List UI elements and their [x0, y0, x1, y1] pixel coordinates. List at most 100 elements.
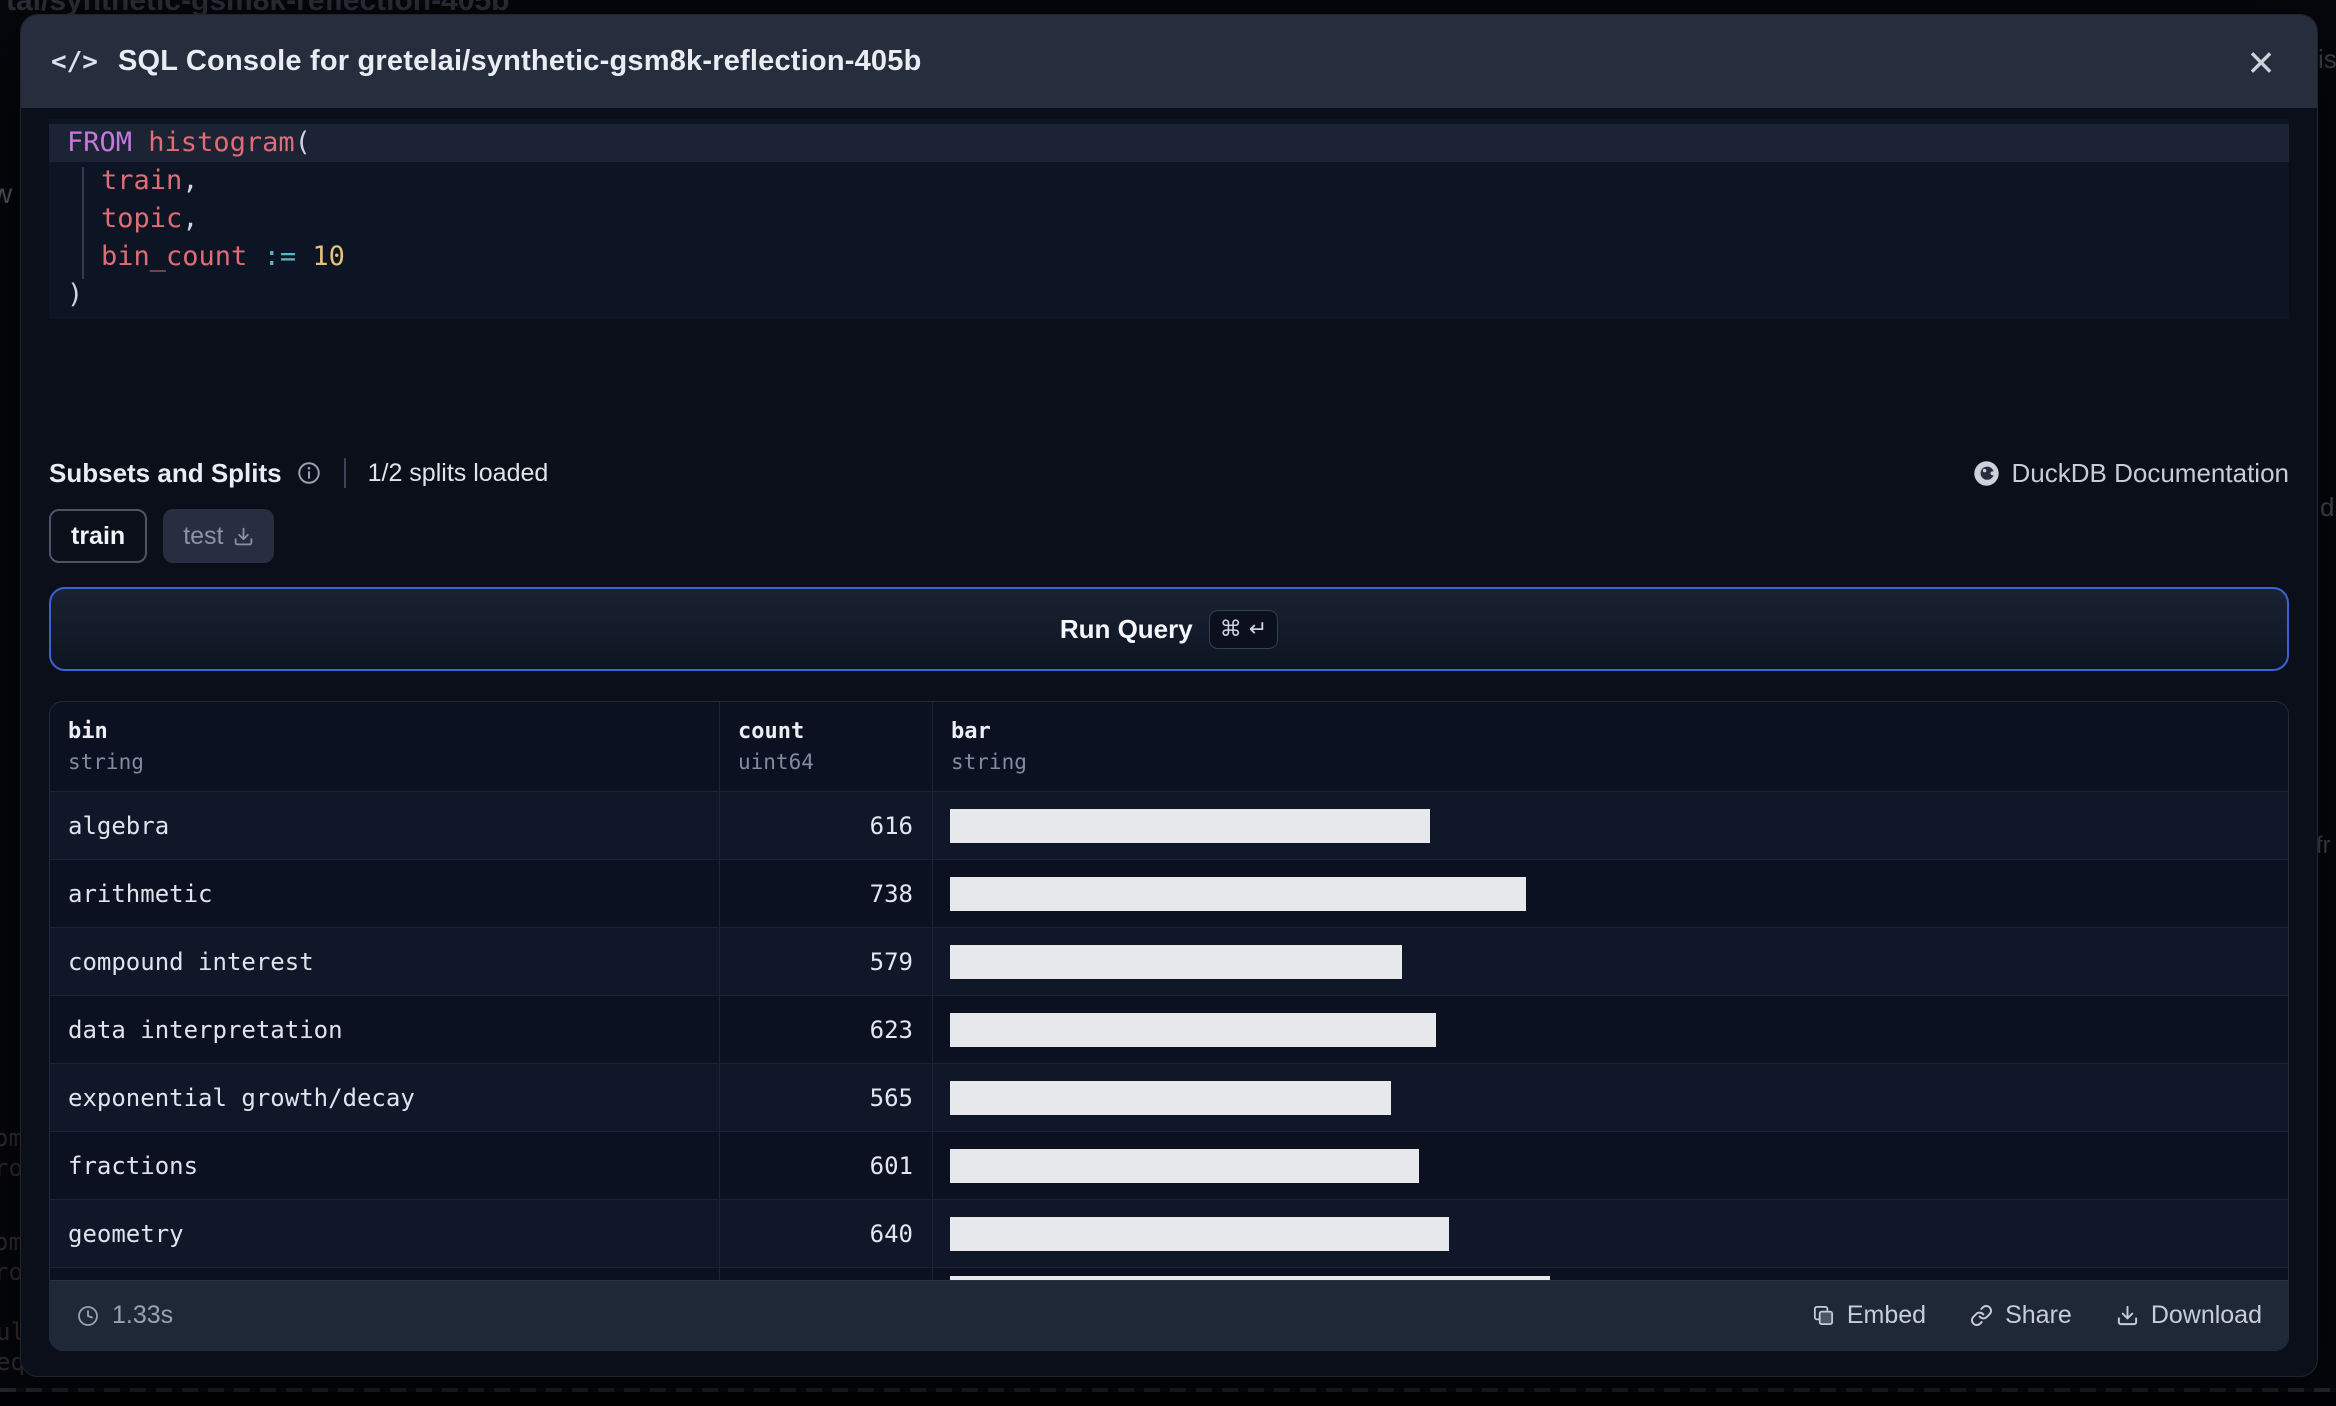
query-duration: 1.33s [76, 1301, 173, 1330]
code-token: ) [67, 279, 84, 310]
table-body[interactable]: algebra 616 arithmetic 738 compound interest… [50, 792, 2288, 1282]
cell-count: 616 [720, 792, 933, 859]
query-results-panel: bin string count uint64 bar string algebra 616… [49, 701, 2289, 1351]
download-label: Download [2150, 1301, 2262, 1329]
backdrop-dashed-line [0, 1388, 2336, 1392]
split-button-train[interactable]: train [49, 509, 148, 563]
table-row: algebra 616 [50, 792, 2288, 860]
embed-button[interactable]: Embed [1812, 1301, 1926, 1330]
histogram-bar [950, 808, 1430, 843]
table-row: fractions 601 [50, 1132, 2288, 1200]
cell-bar [933, 792, 2288, 859]
histogram-bar [950, 944, 1402, 979]
backdrop-text-fragment: d [2320, 492, 2335, 522]
download-icon [2116, 1304, 2139, 1327]
split-test-label: test [183, 521, 224, 550]
download-button[interactable]: Download [2116, 1301, 2262, 1330]
code-lines: FROM histogram(train, topic, bin_count := … [49, 124, 2289, 314]
cell-count: 623 [720, 996, 933, 1063]
cell-bin: data interpretation [50, 996, 720, 1063]
run-query-button[interactable]: Run Query ⌘ ↵ [49, 587, 2289, 671]
table-row: geometry 640 [50, 1200, 2288, 1268]
duckdb-documentation-link[interactable]: DuckDB Documentation [1973, 458, 2289, 489]
modal-header: </> SQL Console for gretelai/synthetic-g… [21, 15, 2317, 108]
footer-actions: Embed Share [1812, 1301, 2262, 1330]
code-token: bin_count [101, 241, 248, 272]
code-token: ( [294, 127, 311, 158]
backdrop-text-fragment: ro [0, 1258, 23, 1286]
backdrop-text-fragment: w [0, 178, 13, 209]
embed-icon [1812, 1304, 1835, 1327]
column-header-count: count uint64 [720, 702, 933, 791]
cmd-enter-shortcut-badge: ⌘ ↵ [1208, 609, 1279, 649]
cell-bin: fractions [50, 1132, 720, 1199]
cell-count: 640 [720, 1200, 933, 1267]
backdrop-text-fragment: tai/synthetic-gsm8k-reflection-405b [6, 0, 510, 17]
cell-bar [933, 1268, 2288, 1281]
cell-bin: algebra [50, 792, 720, 859]
table-row: arithmetic 738 [50, 860, 2288, 928]
column-header-bin: bin string [50, 702, 720, 791]
histogram-bar [950, 1216, 1449, 1251]
column-type: string [68, 750, 144, 774]
cell-count: 601 [720, 1132, 933, 1199]
column-name: bin [68, 719, 108, 744]
column-type: uint64 [738, 750, 814, 774]
info-icon[interactable] [296, 460, 322, 486]
column-name: bar [951, 719, 991, 744]
table-row: data interpretation 623 [50, 996, 2288, 1064]
column-name: count [738, 719, 805, 744]
cell-bin: compound interest [50, 928, 720, 995]
splits-loaded-status: 1/2 splits loaded [367, 458, 549, 487]
code-token: train [101, 165, 183, 196]
split-button-test[interactable]: test [163, 509, 275, 563]
code-token: , [182, 203, 199, 234]
cell-bin: arithmetic [50, 860, 720, 927]
code-line[interactable]: ) [49, 276, 2289, 314]
code-line[interactable]: train, [49, 162, 2289, 200]
run-query-label: Run Query [1059, 613, 1193, 644]
embed-label: Embed [1846, 1301, 1927, 1329]
sql-editor[interactable]: FROM histogram(train, topic, bin_count := … [49, 119, 2289, 319]
download-icon [233, 526, 254, 547]
cell-count: 738 [720, 860, 933, 927]
code-token [296, 241, 312, 272]
backdrop-text-fragment: ro [0, 1154, 23, 1182]
code-line[interactable]: bin_count := 10 [49, 238, 2289, 276]
backdrop-bottom-strip [0, 1392, 2336, 1406]
share-button[interactable]: Share [1970, 1301, 2072, 1330]
clock-icon [76, 1304, 100, 1328]
close-button[interactable]: × [2235, 36, 2287, 88]
cell-count: 579 [720, 928, 933, 995]
histogram-bar [950, 1148, 1419, 1183]
splits-title: Subsets and Splits [49, 457, 282, 488]
code-icon: </> [51, 46, 98, 77]
code-token: topic [101, 203, 183, 234]
duckdb-logo-icon [1973, 460, 2000, 487]
code-token [247, 241, 263, 272]
code-line[interactable]: topic, [49, 200, 2289, 238]
column-type: string [951, 750, 1027, 774]
split-train-label: train [71, 521, 126, 550]
cell-bar [933, 928, 2288, 995]
sql-console-modal: </> SQL Console for gretelai/synthetic-g… [20, 14, 2318, 1377]
indent-guide [82, 167, 84, 279]
code-token [132, 127, 148, 158]
close-icon: × [2247, 35, 2275, 88]
cell-bar [933, 996, 2288, 1063]
vertical-divider [343, 458, 346, 488]
code-token: , [182, 165, 199, 196]
cell-bar [933, 860, 2288, 927]
split-buttons-row: train test [49, 509, 275, 563]
table-row: compound interest 579 [50, 928, 2288, 996]
query-duration-value: 1.33s [112, 1301, 174, 1329]
cell-bar [933, 1200, 2288, 1267]
backdrop-text-fragment: fr [2316, 832, 2331, 859]
duckdb-documentation-label: DuckDB Documentation [2011, 457, 2289, 488]
cell-count [720, 1268, 933, 1281]
table-head: bin string count uint64 bar string [50, 702, 2288, 792]
code-token: histogram [148, 127, 295, 158]
histogram-bar [950, 1012, 1436, 1047]
table-row: exponential growth/decay 565 [50, 1064, 2288, 1132]
code-line[interactable]: FROM histogram( [49, 124, 2289, 162]
